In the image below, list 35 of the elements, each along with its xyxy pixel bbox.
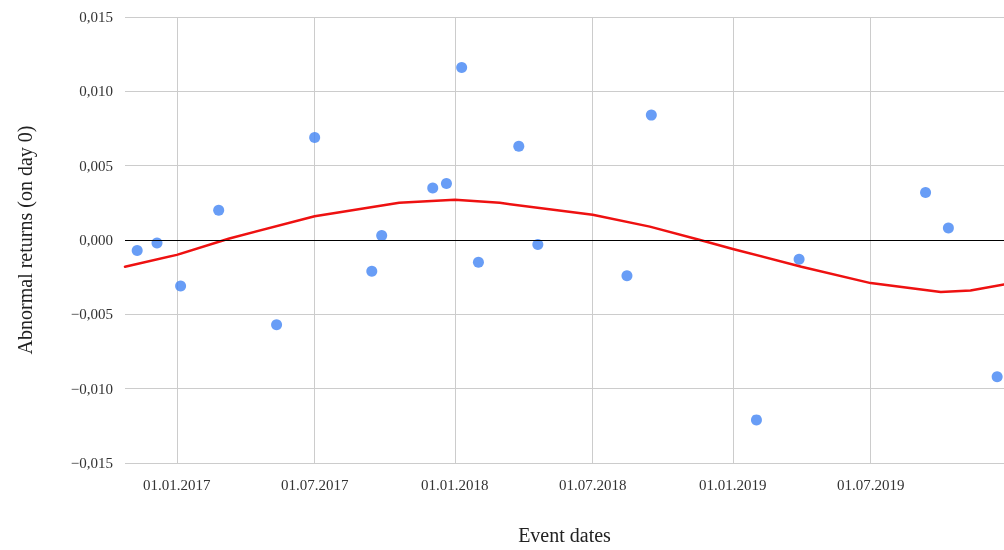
y-tick-label: 0,010 (79, 83, 113, 100)
point (750, 414, 762, 426)
x-tick-label: 01.07.2018 (558, 476, 627, 493)
point (175, 280, 187, 292)
x-tick-label: 01.07.2017 (280, 476, 349, 493)
point (621, 270, 633, 282)
x-tick-label: 01.01.2019 (699, 476, 767, 493)
point (440, 178, 452, 189)
x-tick-label: 01.07.2019 (836, 476, 905, 493)
point (645, 109, 657, 121)
y-tick-label: −0,015 (70, 455, 113, 471)
point (456, 62, 468, 74)
point (513, 140, 525, 152)
point (271, 319, 283, 331)
point (991, 371, 1003, 383)
y-tick-label: 0,000 (79, 232, 113, 248)
point (793, 253, 805, 265)
x-tick-label: 01.01.2018 (421, 476, 489, 493)
line-series (123, 198, 1004, 294)
point (131, 244, 143, 256)
y-tick-label: 0,005 (79, 157, 113, 174)
y-axis-title: Abnormal returns (on day 0) (14, 125, 37, 355)
point (532, 238, 544, 250)
point (366, 265, 378, 277)
y-tick-label: −0,010 (70, 380, 113, 397)
y-tick-label: −0,005 (70, 306, 113, 323)
point (309, 131, 321, 143)
x-axis-title: Event dates (518, 524, 612, 546)
point (213, 204, 225, 216)
point (942, 222, 954, 234)
point (427, 182, 439, 194)
point (472, 256, 484, 268)
y-tick-label: 0,015 (79, 9, 113, 25)
x-tick-label: 01.01.2017 (143, 476, 212, 493)
point (920, 186, 932, 198)
